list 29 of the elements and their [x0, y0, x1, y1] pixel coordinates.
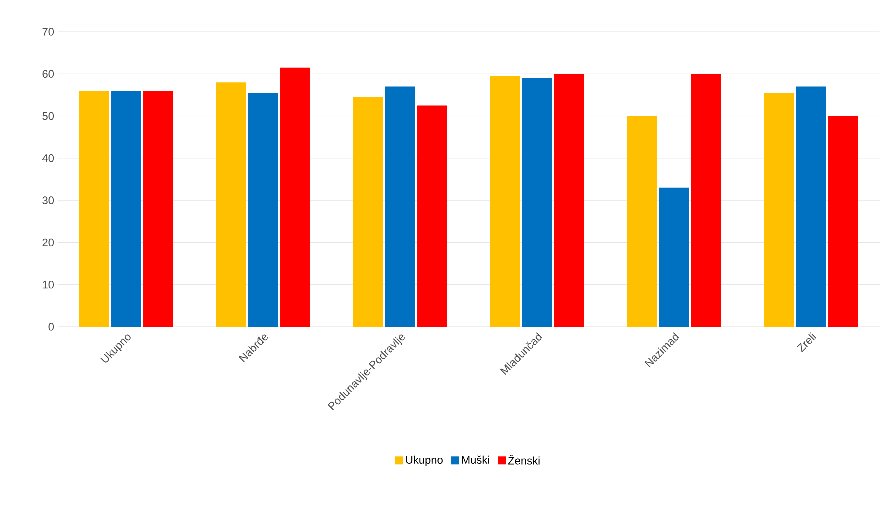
y-tick-label: 20: [42, 238, 54, 247]
bar: [216, 82, 247, 327]
bar: [418, 106, 448, 327]
legend-label: Muški: [462, 456, 490, 464]
bar: [628, 116, 658, 327]
bar: [660, 188, 690, 327]
bar: [554, 74, 584, 327]
bar: [386, 86, 416, 327]
bar: [490, 76, 520, 327]
y-tick-label: 70: [42, 28, 54, 36]
bar: [692, 74, 722, 327]
bar: [112, 91, 142, 327]
bar: [280, 68, 311, 327]
y-tick-label: 30: [42, 196, 54, 204]
y-tick-label: 40: [42, 154, 54, 162]
y-tick-label: 0: [48, 323, 54, 331]
legend-label: Ukupno: [406, 456, 443, 466]
bar: [764, 93, 794, 327]
y-tick-label: 10: [43, 280, 54, 289]
bar: [796, 86, 826, 327]
bar: [80, 91, 110, 327]
bar: [144, 91, 174, 327]
bar: [522, 78, 553, 327]
y-tick-label: 50: [42, 112, 54, 120]
y-tick-label: 60: [42, 70, 54, 78]
legend-label: Ženski: [508, 455, 540, 465]
bar: [354, 97, 384, 327]
bar: [828, 116, 858, 327]
bar: [248, 93, 279, 327]
